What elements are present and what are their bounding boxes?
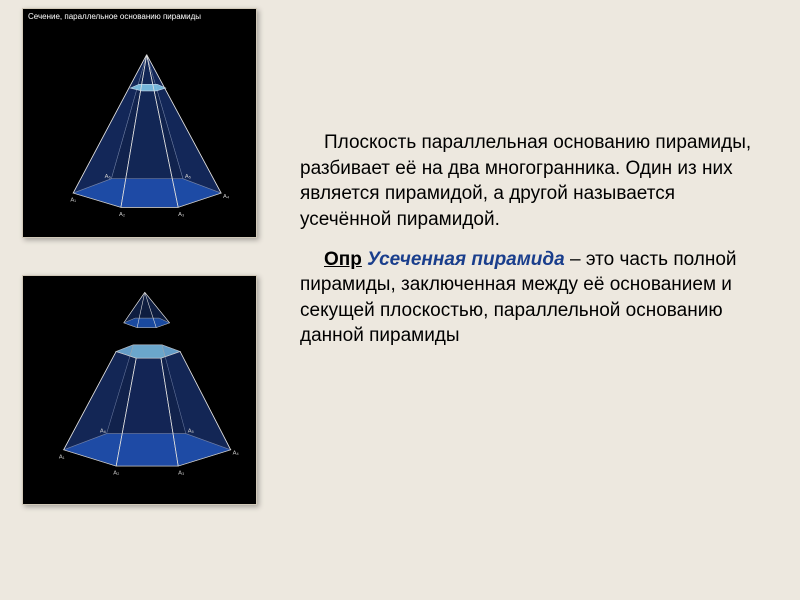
truncated-pyramid-svg: A₁ A₂ A₃ A₄ A₅ A₆	[35, 278, 245, 488]
panel-title-top: Сечение, параллельное основанию пирамиды	[23, 9, 256, 24]
pyramid-full-svg: A₁ A₂ A₃ A₄ A₅ A₆	[35, 31, 245, 231]
truncated-svg-container: A₁ A₂ A₃ A₄ A₅ A₆	[23, 276, 256, 490]
svg-text:A₅: A₅	[184, 174, 190, 180]
svg-text:A₆: A₆	[104, 174, 110, 180]
definition-label: Опр	[324, 249, 362, 270]
svg-text:A₃: A₃	[178, 471, 184, 477]
definition-term: Усеченная пирамида	[367, 249, 565, 270]
svg-text:A₄: A₄	[232, 451, 239, 457]
pyramid-section-panel: Сечение, параллельное основанию пирамиды…	[22, 8, 257, 238]
pyramid-svg-container: A₁ A₂ A₃ A₄ A₅ A₆	[23, 24, 256, 238]
truncated-pyramid-panel: A₁ A₂ A₃ A₄ A₅ A₆	[22, 275, 257, 505]
paragraph-definition: Опр Усеченная пирамида – это часть полно…	[300, 247, 770, 350]
svg-text:A₃: A₃	[178, 212, 184, 218]
svg-text:A₁: A₁	[58, 454, 64, 460]
svg-text:A₂: A₂	[119, 212, 125, 218]
svg-text:A₁: A₁	[70, 198, 76, 204]
svg-text:A₂: A₂	[113, 471, 119, 477]
svg-text:A₅: A₅	[187, 429, 193, 435]
text-content: Плоскость параллельная основанию пирамид…	[300, 130, 770, 363]
paragraph-intro: Плоскость параллельная основанию пирамид…	[300, 130, 770, 233]
svg-text:A₄: A₄	[223, 194, 230, 200]
svg-text:A₆: A₆	[99, 429, 105, 435]
